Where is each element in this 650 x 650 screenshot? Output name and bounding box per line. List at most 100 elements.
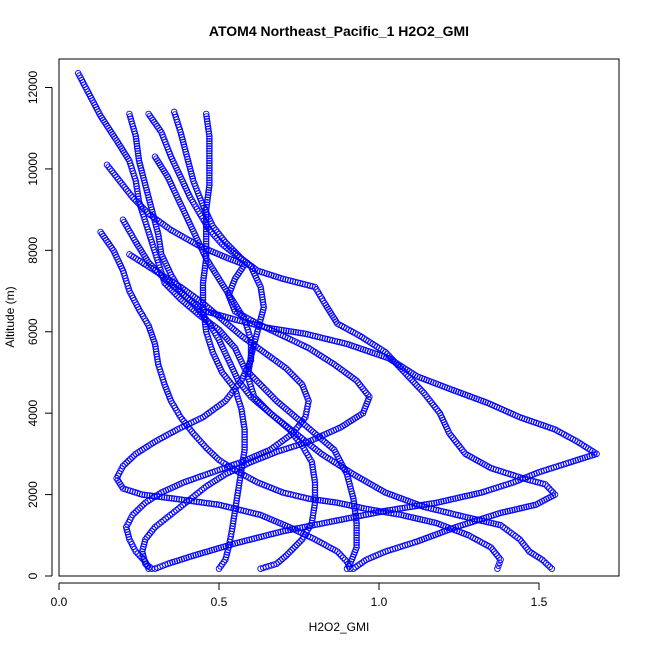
data-point [383,350,391,358]
data-point [241,431,248,438]
data-point [203,113,210,120]
data-point [314,447,321,454]
data-point [170,495,178,502]
data-point [145,194,152,201]
data-point [226,339,234,346]
data-point [490,548,498,555]
data-point [274,416,282,423]
data-point [513,505,521,513]
data-point [257,381,264,388]
data-point [457,444,464,452]
data-point [430,505,437,513]
y-tick-label: 10000 [26,152,40,186]
data-point [316,334,324,341]
data-point [132,133,140,140]
data-point [313,521,321,528]
data-point [330,517,338,525]
data-point [212,226,220,234]
data-point [255,379,263,387]
data-point [140,540,148,548]
data-point [518,504,525,512]
data-point [418,387,426,395]
data-point [170,508,178,516]
data-point [497,556,504,563]
data-point [412,514,419,522]
data-point [188,428,196,435]
data-point [140,205,147,212]
data-point [194,489,201,497]
data-point [154,228,161,235]
data-point [454,440,461,447]
data-point [354,379,362,386]
data-point [302,494,310,502]
flight-track-series [113,153,354,572]
data-point [310,496,317,503]
data-point [250,509,257,517]
data-point [311,521,318,529]
data-point [206,159,213,167]
data-point [134,199,142,207]
data-point [212,453,219,460]
data-point [183,153,191,160]
data-point [292,426,300,433]
data-point [335,516,343,524]
data-point [414,515,422,522]
data-point [220,371,228,378]
data-point [304,523,311,530]
data-point [241,438,248,446]
data-point [495,562,502,569]
data-point [372,509,379,517]
data-point [144,191,152,199]
data-point [247,349,255,356]
data-point [311,479,319,486]
data-point [199,440,206,447]
data-point [349,492,357,500]
data-point [116,177,124,185]
data-point [245,508,252,516]
data-point [471,490,478,498]
data-point [222,333,229,341]
data-point [540,558,548,565]
data-point [148,492,156,500]
data-point [215,501,223,509]
data-point [197,438,204,445]
data-point [387,354,394,361]
data-point [168,510,176,517]
data-point [205,130,213,138]
data-point [346,502,353,509]
data-point [284,407,292,414]
data-point [280,363,288,371]
data-point [204,123,212,130]
data-point [241,426,248,433]
data-point [329,498,336,506]
data-point [478,489,485,496]
data-point [423,393,431,401]
data-point [179,136,186,143]
data-point [292,329,300,336]
data-point [348,514,355,521]
data-point [225,503,233,511]
data-point [195,436,203,443]
data-point [220,317,228,325]
data-point [415,384,422,391]
data-point [413,382,421,389]
data-point [158,518,165,526]
data-point [437,507,445,515]
data-point [281,554,288,561]
data-point [179,138,187,146]
data-point [223,551,230,559]
data-point [428,518,436,526]
data-point [268,411,276,419]
data-point [518,538,525,545]
data-point [544,561,552,569]
data-point [200,499,208,506]
data-point [428,500,435,507]
data-point [456,494,464,501]
data-point [260,385,268,392]
data-point [348,490,356,498]
data-point [206,167,213,174]
data-point [183,151,190,158]
data-point [260,301,267,309]
data-point [261,404,269,411]
